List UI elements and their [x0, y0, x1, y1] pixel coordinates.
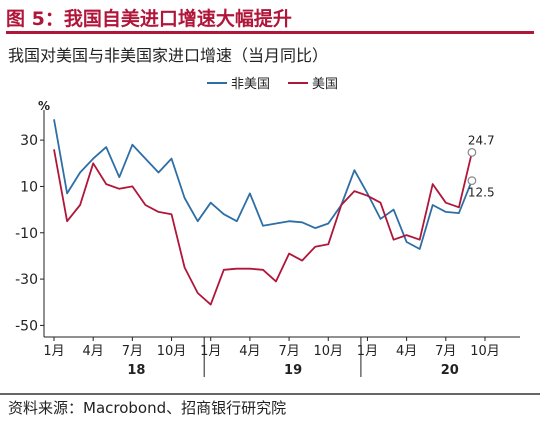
legend-label-non-us: 非美国 [231, 77, 271, 92]
legend-item-us: 美国 [288, 73, 338, 92]
legend-swatch-us [288, 81, 308, 84]
data-label-non-us: 12.5 [468, 186, 495, 200]
figure-title: 图 5：我国自美进口增速大幅提升 [6, 4, 534, 34]
figure-title-text: 图 5：我国自美进口增速大幅提升 [6, 8, 292, 30]
legend: 非美国 美国 [0, 73, 540, 92]
y-tick-label: 10 [20, 179, 38, 195]
y-tick-label: -30 [15, 272, 38, 288]
x-tick-label: 10月 [470, 344, 500, 359]
x-tick-label: 10月 [313, 344, 343, 359]
y-tick-label: 30 [20, 133, 38, 149]
x-tick-label: 7月 [122, 344, 143, 359]
y-axis-unit: % [38, 99, 51, 113]
legend-swatch-non-us [207, 81, 227, 84]
x-year-label: 20 [441, 363, 459, 378]
end-point-marker [467, 147, 477, 157]
x-tick-label: 4月 [396, 344, 417, 359]
y-tick-label: -50 [15, 318, 38, 334]
x-tick-label: 10月 [157, 344, 187, 359]
x-tick-label: 1月 [43, 344, 64, 359]
x-tick-label: 4月 [83, 344, 104, 359]
x-year-label: 19 [284, 363, 302, 378]
series-line-us [53, 149, 473, 306]
end-point-marker [467, 176, 477, 186]
x-year-label: 18 [127, 363, 145, 378]
x-tick-label: 1月 [200, 344, 221, 359]
x-tick-label: 7月 [435, 344, 456, 359]
x-tick-label: 4月 [239, 344, 260, 359]
line-chart: 30 10 -10 -30 -50 1月 4月 7月 10月 1月 4月 7月 10月 1月 4月 7月 10月… [15, 110, 520, 378]
x-tick-label: 1月 [357, 344, 378, 359]
y-tick-label: -10 [15, 226, 38, 242]
x-tick-label: 7月 [278, 344, 299, 359]
data-label-us: 24.7 [468, 133, 495, 147]
legend-item-non-us: 非美国 [207, 73, 270, 92]
chart-title: 我国对美国与非美国家进口增速（当月同比） [8, 46, 329, 65]
source-note: 资料来源：Macrobond、招商银行研究院 [0, 393, 540, 420]
legend-label-us: 美国 [312, 77, 339, 92]
series-line-non-us [53, 119, 473, 250]
